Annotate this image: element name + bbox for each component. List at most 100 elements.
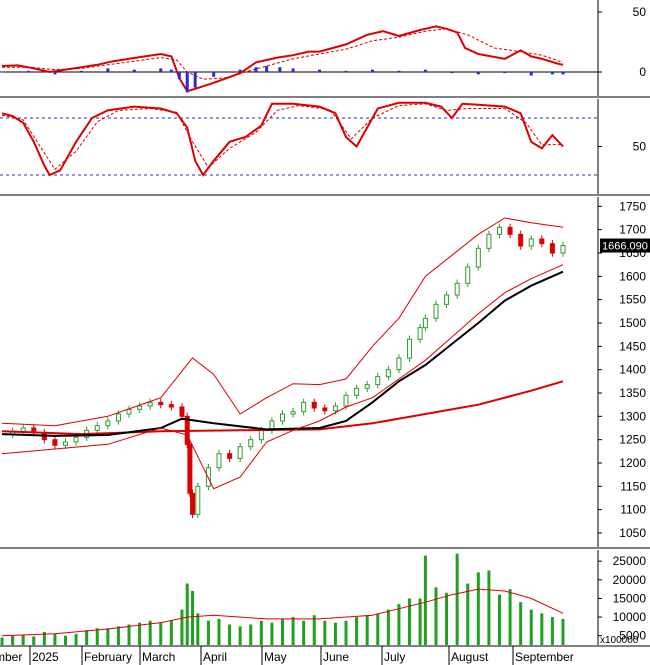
y-tick-label: 1750 (619, 199, 646, 213)
candle-body (496, 226, 502, 235)
candle-body (115, 413, 121, 422)
macd-histogram-bar (265, 66, 269, 72)
y-tick-label: 50 (633, 5, 647, 19)
volume-bar (138, 622, 142, 645)
candle-body (63, 441, 69, 446)
x-tick-label: 2025 (32, 650, 59, 664)
volume-bar (228, 624, 232, 645)
y-tick-label: 1700 (619, 223, 646, 237)
volume-bar (455, 553, 459, 645)
y-tick-label: 15000 (613, 591, 647, 605)
x-tick-label: June (323, 650, 349, 664)
volume-bar (74, 633, 78, 645)
macd-histogram-bar (159, 68, 163, 72)
volume-bar (21, 634, 25, 645)
macd-histogram-bar (79, 70, 83, 72)
volume-bar (487, 570, 491, 645)
y-tick-label: 1050 (619, 526, 646, 540)
candle-body (195, 485, 201, 515)
price-panel: 1050 1100 1150 1200 1250 1300 1350 1400 1450 1500… (0, 197, 650, 549)
macd-panel: 0 50 (0, 0, 650, 98)
volume-bar (386, 609, 390, 645)
candle-body (237, 446, 243, 459)
volume-bar (85, 630, 89, 645)
macd-histogram-bar (278, 67, 282, 72)
macd-histogram-bar (503, 72, 507, 74)
volume-bar (497, 594, 501, 645)
volume-bar (561, 618, 565, 645)
macd-histogram-bar (53, 72, 57, 75)
volume-bar (159, 622, 163, 645)
candle-body (258, 429, 264, 441)
candle-body (158, 401, 164, 406)
macd-histogram-bar (344, 70, 348, 72)
macd-line-series (1, 25, 564, 93)
candle-body (311, 401, 317, 409)
y-tick-label: 20000 (613, 573, 647, 587)
candle-body (364, 384, 370, 389)
y-tick-label: 10000 (613, 610, 647, 624)
macd-histogram-bar (254, 67, 258, 72)
candle-body (105, 420, 111, 427)
x-axis: mber 2025 February March April May June July Aug… (0, 646, 574, 665)
stochastic-panel: 50 (0, 99, 650, 196)
candle-body (52, 439, 58, 446)
macd-histogram-bar (423, 69, 427, 72)
ma-mid-series (1, 270, 564, 437)
macd-histogram-bar (177, 72, 181, 80)
volume-bar (64, 635, 68, 645)
y-tick-label: 1550 (619, 293, 646, 307)
volume-bar (191, 590, 195, 645)
candle-body (216, 453, 222, 469)
y-tick-label: 1350 (619, 386, 646, 400)
volume-bar (185, 583, 189, 645)
candle-body (422, 317, 428, 329)
volume-bar (106, 628, 110, 645)
x-tick-label: March (142, 650, 175, 664)
candle-body (248, 439, 254, 448)
macd-histogram-bar (476, 72, 480, 75)
volume-bar (217, 618, 221, 645)
macd-histogram-bar (397, 70, 401, 72)
y-tick-label: 1300 (619, 409, 646, 423)
volume-bar (434, 587, 438, 645)
candle-body (528, 238, 534, 247)
x-tick-label: August (451, 650, 489, 664)
volume-bar (508, 589, 512, 645)
volume-bar (196, 613, 200, 645)
candle-body (126, 408, 132, 415)
volume-bar (169, 620, 173, 645)
volume-bar (418, 598, 422, 645)
y-tick-label: 1200 (619, 456, 646, 470)
volume-panel: 5000 10000 15000 20000 25000 x100000 (0, 550, 650, 647)
volume-bar (53, 633, 57, 645)
last-price-label: 1666.090 (602, 241, 648, 253)
volume-bar (355, 617, 359, 645)
y-tick-label: 5000 (619, 629, 646, 643)
candle-body (475, 247, 481, 268)
k-line-series (1, 101, 564, 177)
volume-bar (127, 624, 131, 645)
macd-histogram-bar (450, 72, 454, 74)
candle-body (343, 394, 349, 407)
candle-body (549, 243, 555, 254)
volume-bar (365, 615, 369, 645)
volume-bar (333, 622, 337, 645)
candle-body (354, 387, 360, 396)
macd-histogram-bar (550, 72, 554, 75)
d-line-series (1, 103, 563, 171)
volume-bar (281, 618, 284, 645)
volume-bar (312, 615, 316, 645)
macd-histogram-bar (291, 68, 295, 72)
candle-body (168, 404, 174, 408)
macd-histogram-bar (370, 69, 374, 72)
macd-histogram-bar (212, 72, 216, 77)
candle-body (539, 238, 545, 245)
volume-bar (95, 628, 99, 645)
volume-bar (0, 637, 4, 645)
volume-unit-label: x100000 (600, 635, 639, 646)
volume-bar (323, 620, 327, 645)
y-tick-label: 0 (639, 65, 646, 79)
candle-body (301, 401, 307, 413)
